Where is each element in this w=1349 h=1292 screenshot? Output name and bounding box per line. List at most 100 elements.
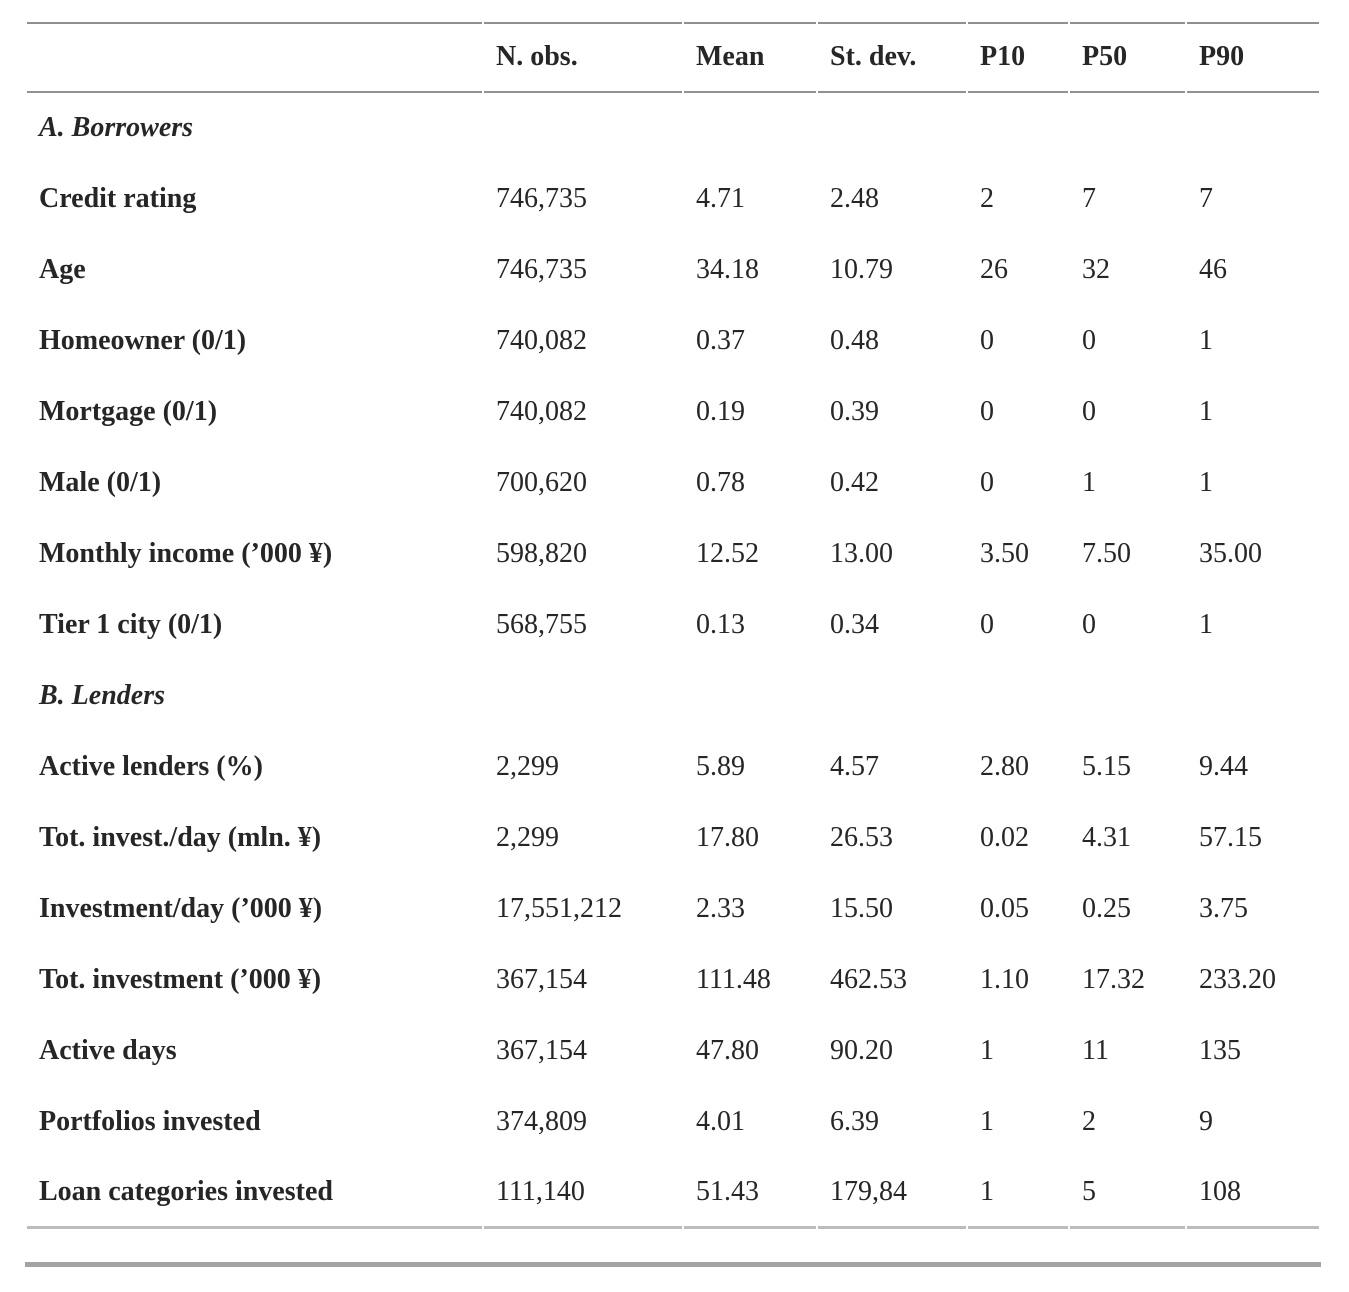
cell-mean: 51.43 — [684, 1158, 816, 1229]
column-header-n-obs: N. obs. — [484, 22, 682, 93]
row-label: Tier 1 city (0/1) — [39, 609, 223, 641]
row-label: Active lenders (%) — [39, 751, 263, 783]
column-header-p50: P50 — [1070, 22, 1185, 93]
table-row: Homeowner (0/1) 740,082 0.37 0.48 0 0 1 — [27, 306, 1319, 377]
cell-p50: 5 — [1070, 1158, 1185, 1229]
cell-st-dev: 0.48 — [830, 325, 879, 357]
cell-p10: 0 — [980, 396, 994, 428]
cell-p90: 57.15 — [1199, 822, 1262, 854]
cell-mean: 0.37 — [696, 325, 745, 357]
cell-n-obs: 374,809 — [496, 1106, 587, 1138]
cell-n-obs: 17,551,212 — [496, 893, 622, 925]
cell-p10: 0 — [980, 467, 994, 499]
cell-st-dev: 26.53 — [830, 822, 893, 854]
cell-n-obs: 740,082 — [496, 396, 587, 428]
cell-n-obs: 111,140 — [484, 1158, 682, 1229]
table-row: Monthly income (’000 ¥) 598,820 12.52 13… — [27, 519, 1319, 590]
cell-mean: 2.33 — [696, 893, 745, 925]
cell-st-dev: 0.42 — [830, 467, 879, 499]
cell-st-dev: 6.39 — [830, 1106, 879, 1138]
table-row: Tot. investment (’000 ¥) 367,154 111.48 … — [27, 945, 1319, 1016]
cell-p10: 0 — [980, 325, 994, 357]
section-label: B. Lenders — [39, 680, 165, 712]
cell-mean: 111.48 — [696, 964, 771, 996]
row-label: Active days — [39, 1035, 177, 1067]
cell-mean: 4.01 — [696, 1106, 745, 1138]
table-row: Tot. invest./day (mln. ¥) 2,299 17.80 26… — [27, 803, 1319, 874]
cell-p10: 1 — [968, 1158, 1068, 1229]
cell-st-dev: 4.57 — [830, 751, 879, 783]
cell-p50: 7.50 — [1082, 538, 1131, 570]
cell-p10: 2.80 — [980, 751, 1029, 783]
cell-p90: 1 — [1199, 467, 1213, 499]
cell-p90: 9.44 — [1199, 751, 1248, 783]
cell-p50: 5.15 — [1082, 751, 1131, 783]
cell-mean: 0.19 — [696, 396, 745, 428]
cell-n-obs: 367,154 — [496, 964, 587, 996]
row-label: Tot. investment (’000 ¥) — [39, 964, 322, 996]
cell-p10: 26 — [980, 254, 1008, 286]
cell-n-obs: 700,620 — [496, 467, 587, 499]
cell-p50: 17.32 — [1082, 964, 1145, 996]
cell-n-obs: 746,735 — [496, 254, 587, 286]
cell-mean: 12.52 — [696, 538, 759, 570]
cell-p10: 0 — [980, 609, 994, 641]
cell-st-dev: 462.53 — [830, 964, 907, 996]
cell-p90: 35.00 — [1199, 538, 1262, 570]
table-row: Mortgage (0/1) 740,082 0.19 0.39 0 0 1 — [27, 377, 1319, 448]
cell-p90: 7 — [1199, 183, 1213, 215]
row-label: Portfolios invested — [39, 1106, 261, 1138]
cell-n-obs: 367,154 — [496, 1035, 587, 1067]
table-row: Active lenders (%) 2,299 5.89 4.57 2.80 … — [27, 732, 1319, 803]
cell-p10: 0.05 — [980, 893, 1029, 925]
table-row: Portfolios invested 374,809 4.01 6.39 1 … — [27, 1087, 1319, 1158]
column-header-st-dev: St. dev. — [818, 22, 966, 93]
row-label: Monthly income (’000 ¥) — [39, 538, 333, 570]
cell-p90: 1 — [1199, 396, 1213, 428]
cell-n-obs: 2,299 — [496, 822, 559, 854]
cell-mean: 5.89 — [696, 751, 745, 783]
cell-st-dev: 2.48 — [830, 183, 879, 215]
cell-p10: 1 — [980, 1035, 994, 1067]
section-header-lenders: B. Lenders — [27, 661, 1319, 732]
column-header-p90: P90 — [1187, 22, 1319, 93]
cell-st-dev: 13.00 — [830, 538, 893, 570]
cell-p50: 1 — [1082, 467, 1096, 499]
cell-p90: 9 — [1199, 1106, 1213, 1138]
cell-p10: 2 — [980, 183, 994, 215]
cell-p50: 32 — [1082, 254, 1110, 286]
cell-p90: 108 — [1187, 1158, 1319, 1229]
table-row: Loan categories invested 111,140 51.43 1… — [27, 1158, 1319, 1229]
bottom-rule-thick — [25, 1262, 1321, 1267]
row-label: Credit rating — [39, 183, 197, 215]
cell-mean: 47.80 — [696, 1035, 759, 1067]
cell-mean: 17.80 — [696, 822, 759, 854]
cell-p90: 135 — [1199, 1035, 1241, 1067]
cell-p10: 1 — [980, 1106, 994, 1138]
cell-p50: 11 — [1082, 1035, 1109, 1067]
column-header-p10: P10 — [968, 22, 1068, 93]
cell-n-obs: 746,735 — [496, 183, 587, 215]
cell-p90: 3.75 — [1199, 893, 1248, 925]
table-row: Investment/day (’000 ¥) 17,551,212 2.33 … — [27, 874, 1319, 945]
cell-n-obs: 598,820 — [496, 538, 587, 570]
summary-statistics-table: N. obs. Mean St. dev. P10 P50 P90 A. Bor… — [25, 22, 1321, 1229]
row-label: Age — [39, 254, 86, 286]
column-header-blank — [27, 22, 482, 93]
section-header-borrowers: A. Borrowers — [27, 93, 1319, 164]
row-label: Loan categories invested — [27, 1158, 482, 1229]
cell-p10: 3.50 — [980, 538, 1029, 570]
cell-st-dev: 0.39 — [830, 396, 879, 428]
row-label: Investment/day (’000 ¥) — [39, 893, 323, 925]
cell-p50: 7 — [1082, 183, 1096, 215]
table-row: Credit rating 746,735 4.71 2.48 2 7 7 — [27, 164, 1319, 235]
cell-n-obs: 2,299 — [496, 751, 559, 783]
cell-p10: 0.02 — [980, 822, 1029, 854]
cell-n-obs: 568,755 — [496, 609, 587, 641]
cell-st-dev: 179,84 — [818, 1158, 966, 1229]
row-label: Homeowner (0/1) — [39, 325, 247, 357]
cell-p90: 233.20 — [1199, 964, 1276, 996]
cell-p90: 46 — [1199, 254, 1227, 286]
cell-p10: 1.10 — [980, 964, 1029, 996]
